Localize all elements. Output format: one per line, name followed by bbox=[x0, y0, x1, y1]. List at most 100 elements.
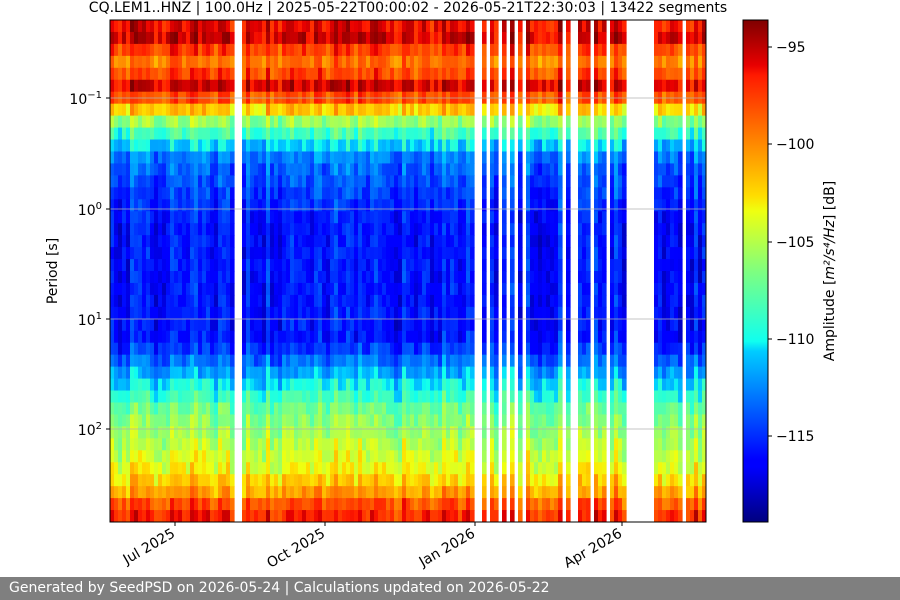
heatmap-cell bbox=[370, 139, 375, 153]
heatmap-cell bbox=[546, 426, 551, 439]
heatmap-cell bbox=[550, 366, 555, 380]
heatmap-cell bbox=[578, 55, 583, 69]
heatmap-cell bbox=[430, 20, 435, 33]
heatmap-cell bbox=[310, 31, 315, 45]
heatmap-cell bbox=[146, 330, 151, 344]
heatmap-cell bbox=[294, 139, 299, 153]
heatmap-cell bbox=[518, 306, 523, 320]
heatmap-cell bbox=[430, 342, 435, 356]
heatmap-cell bbox=[302, 163, 307, 176]
heatmap-cell bbox=[530, 294, 535, 308]
heatmap-cell bbox=[318, 306, 323, 320]
heatmap-cell bbox=[454, 163, 459, 176]
heatmap-cell bbox=[458, 79, 463, 93]
heatmap-cell bbox=[542, 20, 547, 33]
heatmap-cell bbox=[154, 151, 159, 165]
heatmap-cell bbox=[534, 438, 539, 451]
heatmap-cell bbox=[350, 103, 355, 117]
heatmap-cell bbox=[466, 402, 471, 416]
heatmap-cell bbox=[550, 271, 555, 284]
heatmap-cell bbox=[382, 390, 387, 404]
heatmap-cell bbox=[402, 438, 407, 451]
heatmap-cell bbox=[402, 271, 407, 284]
heatmap-cell bbox=[490, 462, 495, 475]
heatmap-cell bbox=[182, 414, 187, 427]
heatmap-cell bbox=[546, 462, 551, 475]
heatmap-cell bbox=[350, 462, 355, 475]
heatmap-cell bbox=[382, 43, 387, 57]
heatmap-cell bbox=[550, 426, 555, 439]
heatmap-cell bbox=[142, 175, 147, 188]
heatmap-cell bbox=[254, 67, 259, 81]
heatmap-cell bbox=[286, 438, 291, 451]
heatmap-cell bbox=[494, 306, 499, 320]
heatmap-cell bbox=[338, 378, 343, 392]
heatmap-cell bbox=[582, 462, 587, 475]
heatmap-cell bbox=[534, 43, 539, 57]
heatmap-cell bbox=[526, 378, 531, 392]
heatmap-cell bbox=[230, 31, 235, 45]
heatmap-cell bbox=[422, 43, 427, 57]
heatmap-cell bbox=[662, 318, 667, 332]
heatmap-cell bbox=[254, 330, 259, 344]
heatmap-cell bbox=[418, 282, 423, 296]
heatmap-cell bbox=[178, 271, 183, 284]
heatmap-cell bbox=[410, 294, 415, 308]
heatmap-cell bbox=[158, 378, 163, 392]
heatmap-cell bbox=[158, 306, 163, 320]
heatmap-cell bbox=[154, 282, 159, 296]
heatmap-cell bbox=[270, 43, 275, 57]
heatmap-cell bbox=[118, 67, 123, 81]
heatmap-cell bbox=[654, 139, 659, 153]
heatmap-cell bbox=[618, 31, 623, 45]
heatmap-cell bbox=[154, 31, 159, 45]
heatmap-cell bbox=[362, 282, 367, 296]
heatmap-cell bbox=[222, 175, 227, 188]
heatmap-cell bbox=[194, 306, 199, 320]
heatmap-cell bbox=[214, 223, 219, 236]
heatmap-cell bbox=[258, 151, 263, 165]
heatmap-cell bbox=[218, 79, 223, 93]
heatmap-cell bbox=[442, 271, 447, 284]
heatmap-cell bbox=[114, 318, 119, 332]
heatmap-cell bbox=[614, 330, 619, 344]
heatmap-cell bbox=[326, 366, 331, 380]
heatmap-cell bbox=[266, 55, 271, 69]
heatmap-cell bbox=[578, 438, 583, 451]
heatmap-cell bbox=[130, 306, 135, 320]
heatmap-cell bbox=[662, 438, 667, 451]
heatmap-cell bbox=[210, 378, 215, 392]
heatmap-cell bbox=[418, 354, 423, 368]
heatmap-cell bbox=[138, 271, 143, 284]
heatmap-cell bbox=[278, 199, 283, 212]
heatmap-cell bbox=[250, 211, 255, 224]
heatmap-cell bbox=[122, 67, 127, 81]
heatmap-cell bbox=[326, 354, 331, 368]
heatmap-cell bbox=[554, 31, 559, 45]
heatmap-cell bbox=[398, 175, 403, 188]
heatmap-cell bbox=[354, 342, 359, 356]
heatmap-cell bbox=[378, 342, 383, 356]
heatmap-cell bbox=[218, 498, 223, 511]
heatmap-cell bbox=[374, 354, 379, 368]
heatmap-cell bbox=[158, 211, 163, 224]
heatmap-cell bbox=[582, 115, 587, 129]
heatmap-cell bbox=[342, 498, 347, 511]
heatmap-cell bbox=[366, 271, 371, 284]
heatmap-cell bbox=[442, 187, 447, 200]
heatmap-cell bbox=[138, 187, 143, 200]
heatmap-cell bbox=[250, 199, 255, 212]
heatmap-cell bbox=[154, 450, 159, 463]
heatmap-cell bbox=[302, 306, 307, 320]
heatmap-cell bbox=[298, 127, 303, 141]
heatmap-cell bbox=[110, 43, 115, 57]
heatmap-cell bbox=[214, 115, 219, 129]
heatmap-cell bbox=[582, 31, 587, 45]
heatmap-cell bbox=[594, 235, 599, 248]
heatmap-cell bbox=[314, 330, 319, 344]
heatmap-cell bbox=[162, 282, 167, 296]
heatmap-cell bbox=[390, 474, 395, 487]
heatmap-cell bbox=[142, 450, 147, 463]
heatmap-cell bbox=[526, 79, 531, 93]
heatmap-cell bbox=[406, 20, 411, 33]
